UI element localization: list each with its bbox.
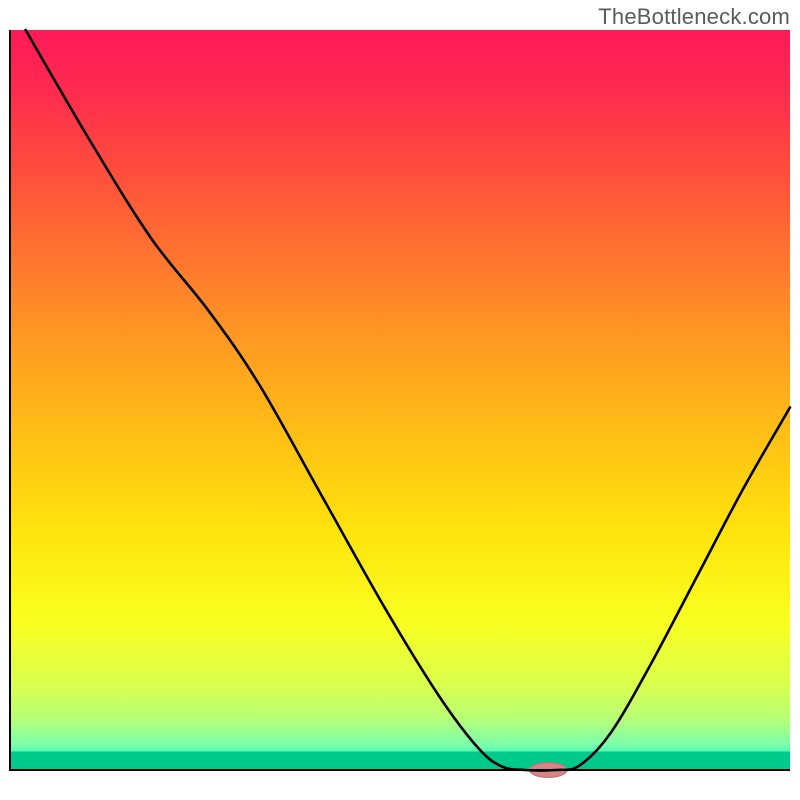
chart-container: TheBottleneck.com [0, 0, 800, 800]
watermark-label: TheBottleneck.com [598, 4, 790, 30]
bottleneck-chart [0, 0, 800, 800]
plot-background [10, 30, 790, 770]
baseline-green-bar [10, 752, 790, 771]
